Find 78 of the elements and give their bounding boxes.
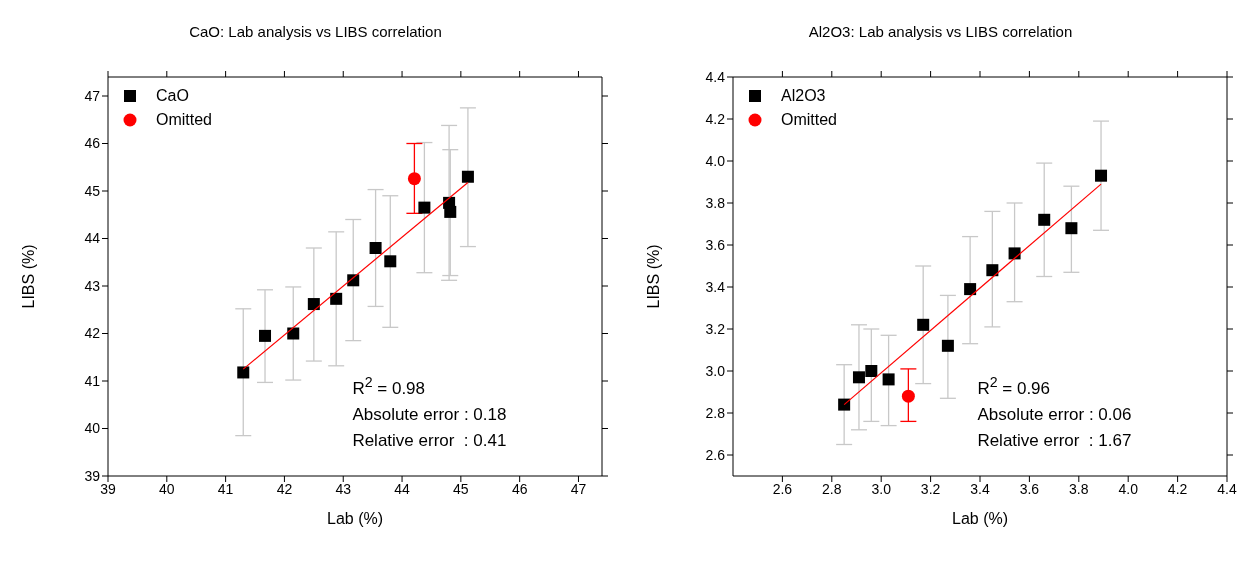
y-tick-label: 47 — [84, 87, 101, 104]
point — [901, 389, 915, 403]
y-tick-label: 4.2 — [705, 110, 726, 127]
y-tick-label: 41 — [84, 372, 101, 389]
x-tick-label: 43 — [335, 480, 352, 497]
point — [941, 339, 954, 352]
x-tick-label: 39 — [100, 480, 116, 497]
y-tick-label: 2.6 — [705, 446, 726, 463]
x-tick-label: 47 — [570, 480, 587, 497]
point — [986, 264, 999, 277]
annotation: Relative error : 0.41 — [352, 430, 507, 452]
annotation: Relative error : 1.67 — [977, 430, 1132, 452]
x-tick-label: 2.8 — [822, 480, 842, 497]
x-axis-title: Lab (%) — [951, 510, 1009, 527]
x-tick-label: 3.2 — [920, 480, 941, 497]
point — [407, 172, 421, 186]
point — [418, 201, 431, 214]
point — [882, 373, 895, 386]
annotation: R$^{2}$ = 0.96 — [977, 373, 1051, 400]
point — [287, 327, 300, 340]
x-tick-label: 46 — [511, 480, 528, 497]
x-tick-label: 4.2 — [1167, 480, 1188, 497]
y-tick-label: 3.4 — [705, 278, 726, 295]
point — [237, 366, 250, 379]
y-tick-label: 4.0 — [705, 152, 726, 169]
annotation: R$^{2}$ = 0.98 — [352, 373, 426, 400]
y-tick-label: 3.2 — [705, 320, 726, 337]
point — [259, 329, 272, 342]
y-axis-title: LIBS (%) — [19, 244, 37, 309]
point — [1095, 169, 1108, 182]
point — [384, 255, 397, 268]
point — [369, 242, 382, 254]
y-axis-title: LIBS (%) — [644, 244, 662, 309]
point — [917, 318, 930, 331]
x-tick-label: 44 — [394, 480, 411, 497]
legend-label: Omitted — [781, 111, 838, 129]
chart-title: Al2O3: Lab analysis vs LIBS correlation — [807, 22, 1074, 42]
y-tick-label: 2.8 — [705, 404, 726, 421]
y-tick-label: 45 — [84, 182, 101, 199]
point — [444, 205, 457, 218]
y-tick-label: 3.8 — [705, 194, 726, 211]
x-tick-label: 4.0 — [1118, 480, 1139, 497]
y-tick-label: 3.6 — [705, 236, 726, 253]
legend-label: Omitted — [156, 111, 213, 129]
x-tick-label: 45 — [453, 480, 469, 497]
x-tick-label: 4.4 — [1217, 480, 1237, 497]
y-tick-label: 43 — [84, 277, 101, 294]
x-tick-label: 2.6 — [772, 480, 793, 497]
y-tick-label: 4.4 — [705, 68, 726, 85]
point — [307, 298, 320, 311]
annotation: Absolute error : 0.18 — [352, 404, 507, 426]
point — [852, 371, 865, 384]
y-tick-label: 46 — [84, 135, 101, 152]
chart-title: CaO: Lab analysis vs LIBS correlation — [188, 22, 443, 42]
point — [838, 398, 851, 411]
legend-label: Al2O3 — [781, 87, 826, 105]
point — [1038, 213, 1051, 226]
point — [1008, 247, 1021, 260]
x-tick-label: 40 — [159, 480, 175, 497]
point — [1065, 222, 1078, 235]
x-tick-label: 3.0 — [871, 480, 892, 497]
y-tick-label: 44 — [84, 230, 101, 247]
annotation: Absolute error : 0.06 — [977, 404, 1132, 426]
point — [964, 283, 977, 296]
x-tick-label: 3.4 — [970, 480, 990, 497]
x-tick-label: 42 — [276, 480, 293, 497]
y-tick-label: 40 — [84, 420, 101, 437]
point — [461, 170, 474, 183]
x-tick-label: 41 — [217, 480, 234, 497]
y-tick-label: 42 — [84, 325, 101, 342]
x-tick-label: 3.6 — [1019, 480, 1040, 497]
y-tick-label: 39 — [84, 467, 101, 484]
legend-label: CaO — [156, 87, 189, 105]
x-axis-title: Lab (%) — [326, 510, 384, 527]
point — [865, 365, 878, 377]
x-tick-label: 3.8 — [1069, 480, 1089, 497]
y-tick-label: 3.0 — [705, 362, 726, 379]
point — [330, 292, 343, 305]
